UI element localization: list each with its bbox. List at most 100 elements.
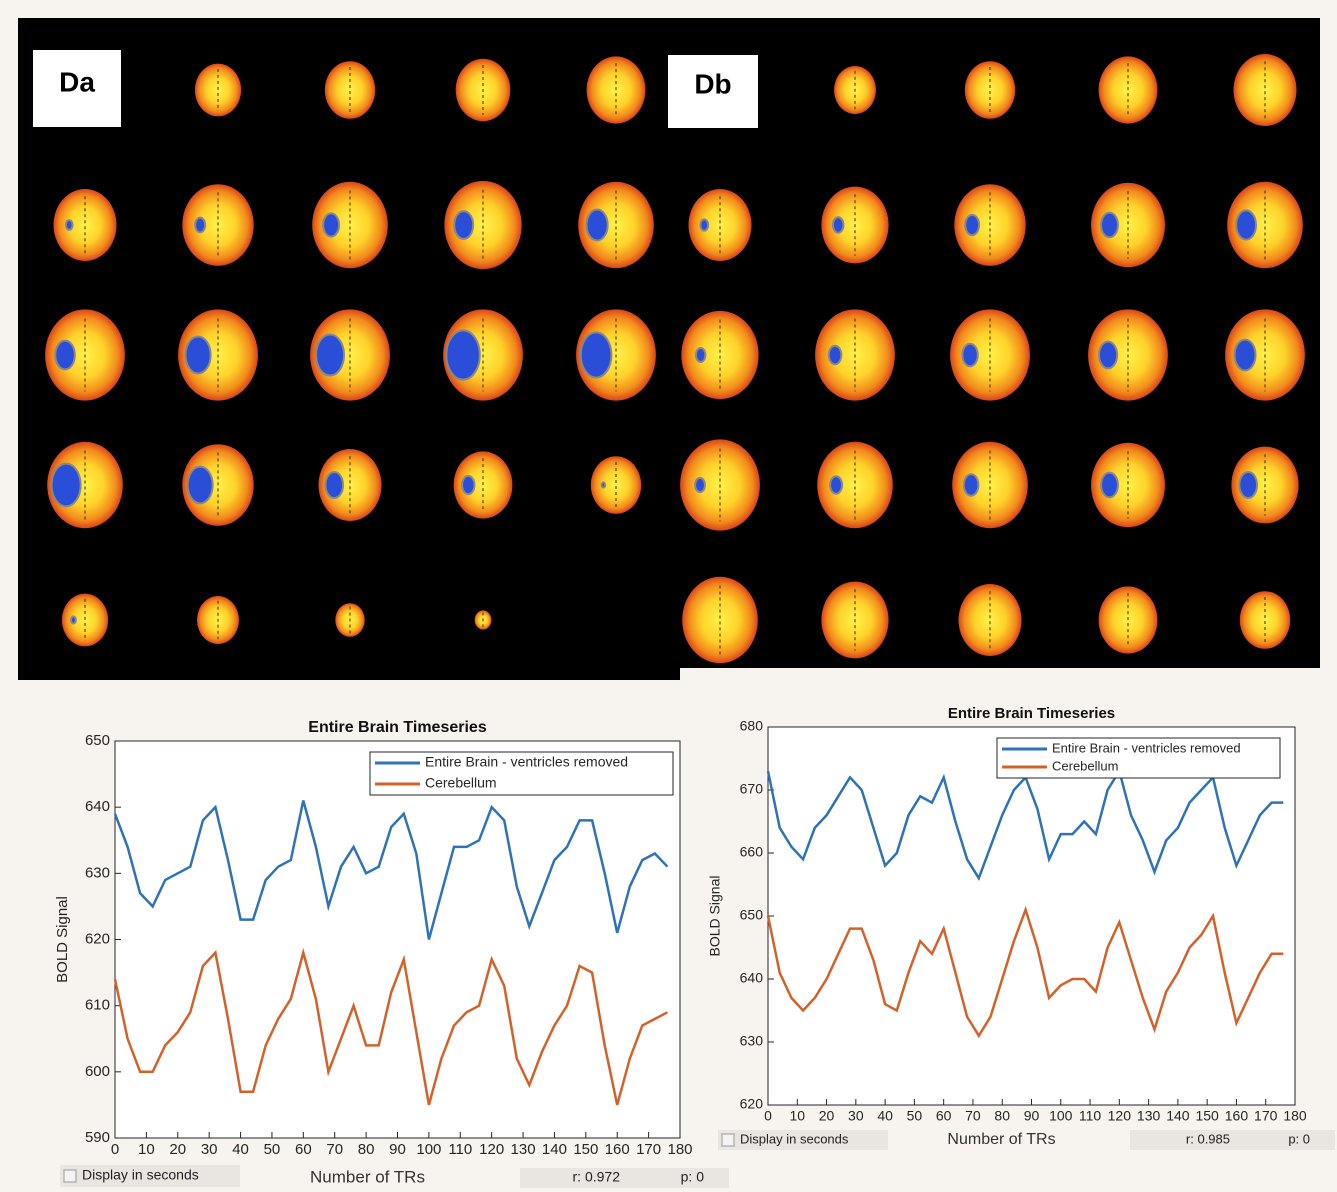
lesion [185,337,210,374]
lesion [602,482,606,487]
y-tick-label: 650 [85,732,110,749]
x-tick-label: 100 [416,1141,441,1158]
lesion [587,209,608,240]
lesion [55,341,75,370]
x-tick-label: 140 [1166,1108,1190,1124]
lesion [965,215,979,235]
r-value: r: 0.972 [573,1169,621,1185]
x-tick-label: 0 [111,1141,119,1158]
x-axis-label: Number of TRs [310,1167,425,1186]
panel-label: Da [59,66,95,97]
lesion [462,476,474,494]
x-axis-label: Number of TRs [947,1131,1055,1148]
legend-label: Entire Brain - ventricles removed [425,754,628,770]
x-tick-label: 60 [295,1141,312,1158]
lesion [454,211,473,239]
lesion [964,474,979,495]
y-tick-label: 620 [85,930,110,947]
x-tick-label: 100 [1049,1108,1073,1124]
x-tick-label: 70 [326,1141,343,1158]
p-value: p: 0 [1288,1131,1310,1146]
brain-slice [817,442,893,528]
panel-label: Db [694,68,731,99]
y-tick-label: 610 [85,997,110,1014]
x-tick-label: 180 [1283,1108,1307,1124]
x-tick-label: 170 [1254,1108,1278,1124]
legend-label: Cerebellum [1052,758,1118,773]
y-tick-label: 600 [85,1063,110,1080]
y-tick-label: 650 [740,907,764,923]
legend-label: Cerebellum [425,775,497,791]
lesion [1236,210,1256,239]
x-tick-label: 160 [1225,1108,1249,1124]
y-axis-label: BOLD Signal [54,896,71,983]
lesion [696,348,705,362]
x-tick-label: 20 [169,1141,186,1158]
x-tick-label: 80 [358,1141,375,1158]
y-tick-label: 670 [740,781,764,797]
x-tick-label: 10 [789,1108,805,1124]
checkbox[interactable] [722,1134,734,1146]
x-tick-label: 0 [764,1108,772,1124]
chart-title: Entire Brain Timeseries [308,719,487,736]
x-tick-label: 40 [232,1141,249,1158]
lesion [1101,213,1118,238]
lesion [195,218,205,233]
y-axis-label: BOLD Signal [707,876,723,957]
figure: Da Db 5906006106206306406500102030405060… [0,0,1337,1192]
lesion [962,344,977,367]
x-tick-label: 120 [1108,1108,1132,1124]
lesion [581,332,612,377]
y-tick-label: 680 [740,718,764,734]
lesion [1239,472,1257,498]
checkbox[interactable] [64,1170,76,1182]
x-tick-label: 90 [1024,1108,1040,1124]
x-tick-label: 130 [1137,1108,1161,1124]
checkbox-label: Display in seconds [740,1131,849,1146]
lesion [1101,473,1118,498]
lesion [695,478,705,492]
x-tick-label: 130 [511,1141,536,1158]
lesion [1235,340,1256,371]
lesion [1099,342,1117,369]
lesion [833,217,844,233]
y-tick-label: 630 [85,864,110,881]
y-tick-label: 640 [740,970,764,986]
y-tick-label: 590 [85,1129,110,1146]
x-tick-label: 80 [994,1108,1010,1124]
x-tick-label: 50 [264,1141,281,1158]
x-tick-label: 50 [907,1108,923,1124]
plot-area [115,741,680,1138]
lesion [188,467,213,504]
x-tick-label: 10 [138,1141,155,1158]
chart-title: Entire Brain Timeseries [948,705,1115,722]
y-tick-label: 640 [85,798,110,815]
x-tick-label: 90 [389,1141,406,1158]
lesion [66,220,73,230]
x-tick-label: 20 [819,1108,835,1124]
y-tick-label: 620 [740,1096,764,1112]
y-tick-label: 630 [740,1033,764,1049]
x-tick-label: 70 [965,1108,981,1124]
lesion [325,472,343,498]
x-tick-label: 110 [448,1141,472,1158]
x-tick-label: 30 [848,1108,864,1124]
r-value: r: 0.985 [1186,1131,1230,1146]
x-tick-label: 120 [479,1141,504,1158]
x-tick-label: 60 [936,1108,952,1124]
x-tick-label: 160 [605,1141,630,1158]
brain-slice [682,577,758,663]
x-tick-label: 40 [877,1108,893,1124]
y-tick-label: 660 [740,844,764,860]
x-tick-label: 170 [636,1141,661,1158]
checkbox-label: Display in seconds [82,1167,199,1183]
x-tick-label: 150 [1195,1108,1219,1124]
lesion [71,616,76,623]
x-tick-label: 110 [1079,1108,1102,1124]
lesion [323,213,339,236]
x-tick-label: 30 [201,1141,218,1158]
x-tick-label: 150 [573,1141,598,1158]
lesion [446,330,480,379]
x-tick-label: 140 [542,1141,567,1158]
lesion [830,476,842,493]
